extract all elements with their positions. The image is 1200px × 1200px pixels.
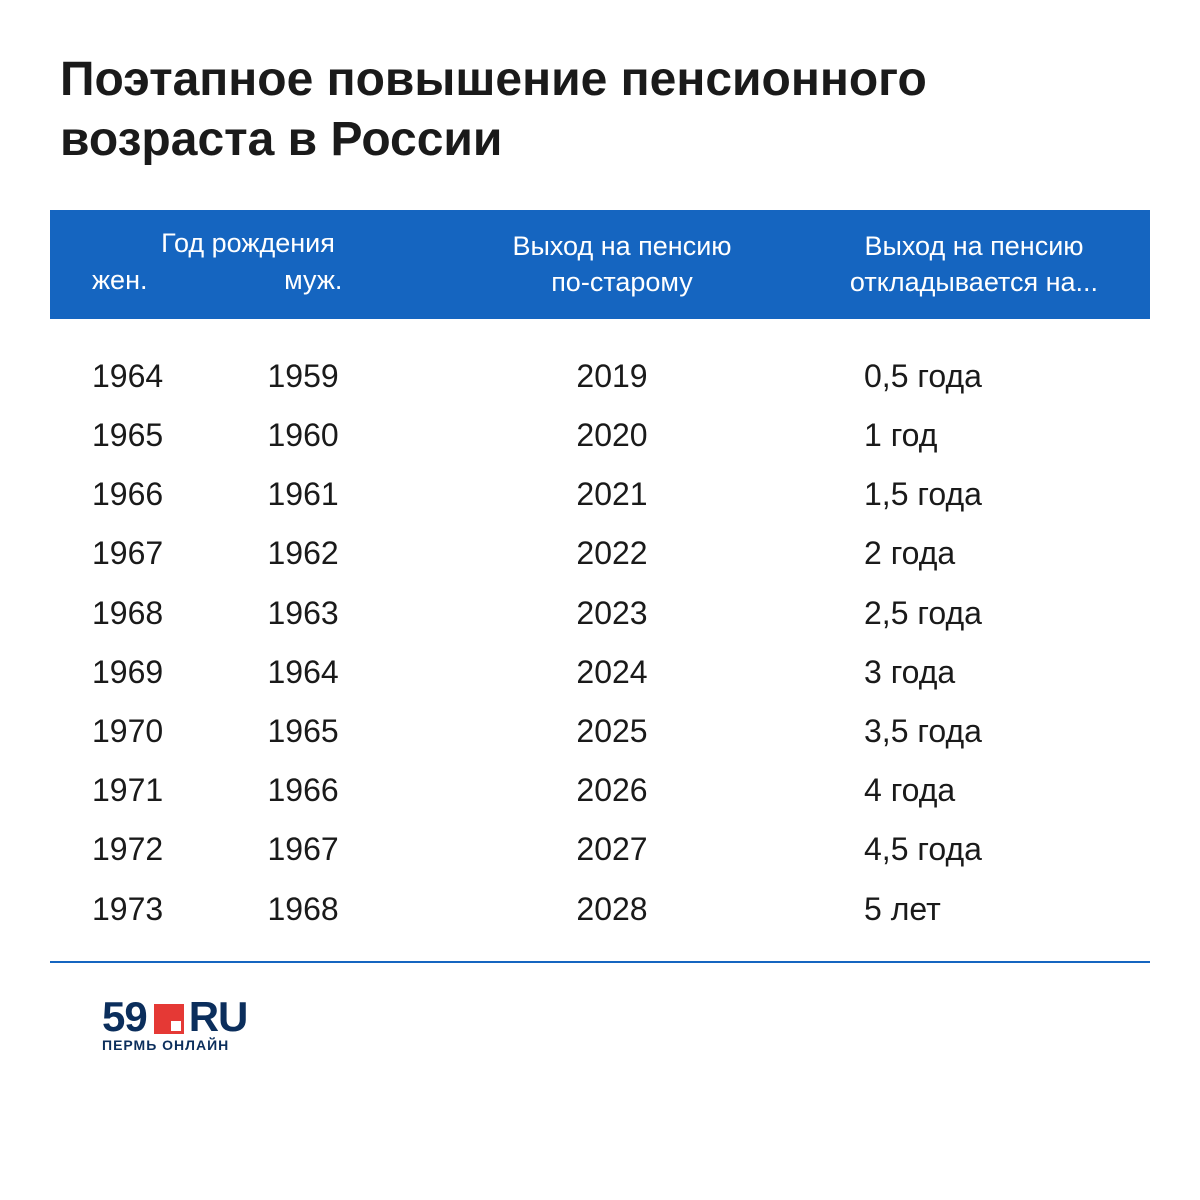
cell-delay: 4,5 года xyxy=(798,820,1150,879)
cell-men-year: 1960 xyxy=(232,406,447,465)
table-body: 1964195920190,5 года1965196020201 год196… xyxy=(50,319,1150,959)
cell-delay: 4 года xyxy=(798,761,1150,820)
table-row: 1969196420243 года xyxy=(50,643,1150,702)
cell-old-retirement: 2023 xyxy=(446,584,798,643)
logo-suffix: RU xyxy=(189,993,248,1041)
site-logo: 59 RU xyxy=(102,993,1150,1041)
cell-women-year: 1966 xyxy=(50,465,232,524)
logo-area: 59 RU ПЕРМЬ ОНЛАЙН xyxy=(50,993,1150,1053)
cell-men-year: 1965 xyxy=(232,702,447,761)
cell-delay: 1,5 года xyxy=(798,465,1150,524)
logo-subtitle: ПЕРМЬ ОНЛАЙН xyxy=(102,1037,1150,1053)
cell-women-year: 1973 xyxy=(50,880,232,939)
page-title: Поэтапное повышение пенсионного возраста… xyxy=(50,50,1150,170)
header-women-label: жен. xyxy=(50,265,232,296)
cell-old-retirement: 2025 xyxy=(446,702,798,761)
table-row: 1970196520253,5 года xyxy=(50,702,1150,761)
cell-delay: 5 лет xyxy=(798,880,1150,939)
cell-women-year: 1969 xyxy=(50,643,232,702)
cell-delay: 0,5 года xyxy=(798,347,1150,406)
cell-men-year: 1966 xyxy=(232,761,447,820)
cell-delay: 2,5 года xyxy=(798,584,1150,643)
header-delay: Выход на пенсию откладывается на... xyxy=(798,228,1150,301)
cell-delay: 2 года xyxy=(798,524,1150,583)
cell-old-retirement: 2024 xyxy=(446,643,798,702)
cell-old-retirement: 2019 xyxy=(446,347,798,406)
cell-men-year: 1961 xyxy=(232,465,447,524)
cell-men-year: 1964 xyxy=(232,643,447,702)
cell-delay: 1 год xyxy=(798,406,1150,465)
header-old-line2: по-старому xyxy=(446,264,798,300)
cell-women-year: 1968 xyxy=(50,584,232,643)
table-bottom-border xyxy=(50,961,1150,963)
header-old-line1: Выход на пенсию xyxy=(446,228,798,264)
cell-old-retirement: 2021 xyxy=(446,465,798,524)
cell-old-retirement: 2026 xyxy=(446,761,798,820)
cell-women-year: 1971 xyxy=(50,761,232,820)
header-delay-line2: откладывается на... xyxy=(798,264,1150,300)
pension-table: Год рождения жен. муж. Выход на пенсию п… xyxy=(50,210,1150,963)
logo-square-icon xyxy=(154,1004,184,1034)
table-row: 1973196820285 лет xyxy=(50,880,1150,939)
table-row: 1972196720274,5 года xyxy=(50,820,1150,879)
cell-women-year: 1972 xyxy=(50,820,232,879)
cell-old-retirement: 2022 xyxy=(446,524,798,583)
cell-old-retirement: 2028 xyxy=(446,880,798,939)
table-row: 1967196220222 года xyxy=(50,524,1150,583)
table-row: 1966196120211,5 года xyxy=(50,465,1150,524)
cell-women-year: 1967 xyxy=(50,524,232,583)
cell-women-year: 1970 xyxy=(50,702,232,761)
header-delay-line1: Выход на пенсию xyxy=(798,228,1150,264)
cell-men-year: 1963 xyxy=(232,584,447,643)
cell-men-year: 1962 xyxy=(232,524,447,583)
table-header: Год рождения жен. муж. Выход на пенсию п… xyxy=(50,210,1150,319)
table-row: 1968196320232,5 года xyxy=(50,584,1150,643)
table-row: 1964195920190,5 года xyxy=(50,347,1150,406)
cell-delay: 3 года xyxy=(798,643,1150,702)
cell-women-year: 1964 xyxy=(50,347,232,406)
table-row: 1971196620264 года xyxy=(50,761,1150,820)
cell-women-year: 1965 xyxy=(50,406,232,465)
header-old-retirement: Выход на пенсию по-старому xyxy=(446,228,798,301)
table-row: 1965196020201 год xyxy=(50,406,1150,465)
cell-men-year: 1968 xyxy=(232,880,447,939)
cell-delay: 3,5 года xyxy=(798,702,1150,761)
header-birth-year-label: Год рождения xyxy=(50,228,446,259)
cell-men-year: 1959 xyxy=(232,347,447,406)
header-men-label: муж. xyxy=(232,265,446,296)
cell-old-retirement: 2027 xyxy=(446,820,798,879)
cell-men-year: 1967 xyxy=(232,820,447,879)
header-birth-year: Год рождения жен. муж. xyxy=(50,228,446,301)
cell-old-retirement: 2020 xyxy=(446,406,798,465)
logo-number: 59 xyxy=(102,993,147,1041)
